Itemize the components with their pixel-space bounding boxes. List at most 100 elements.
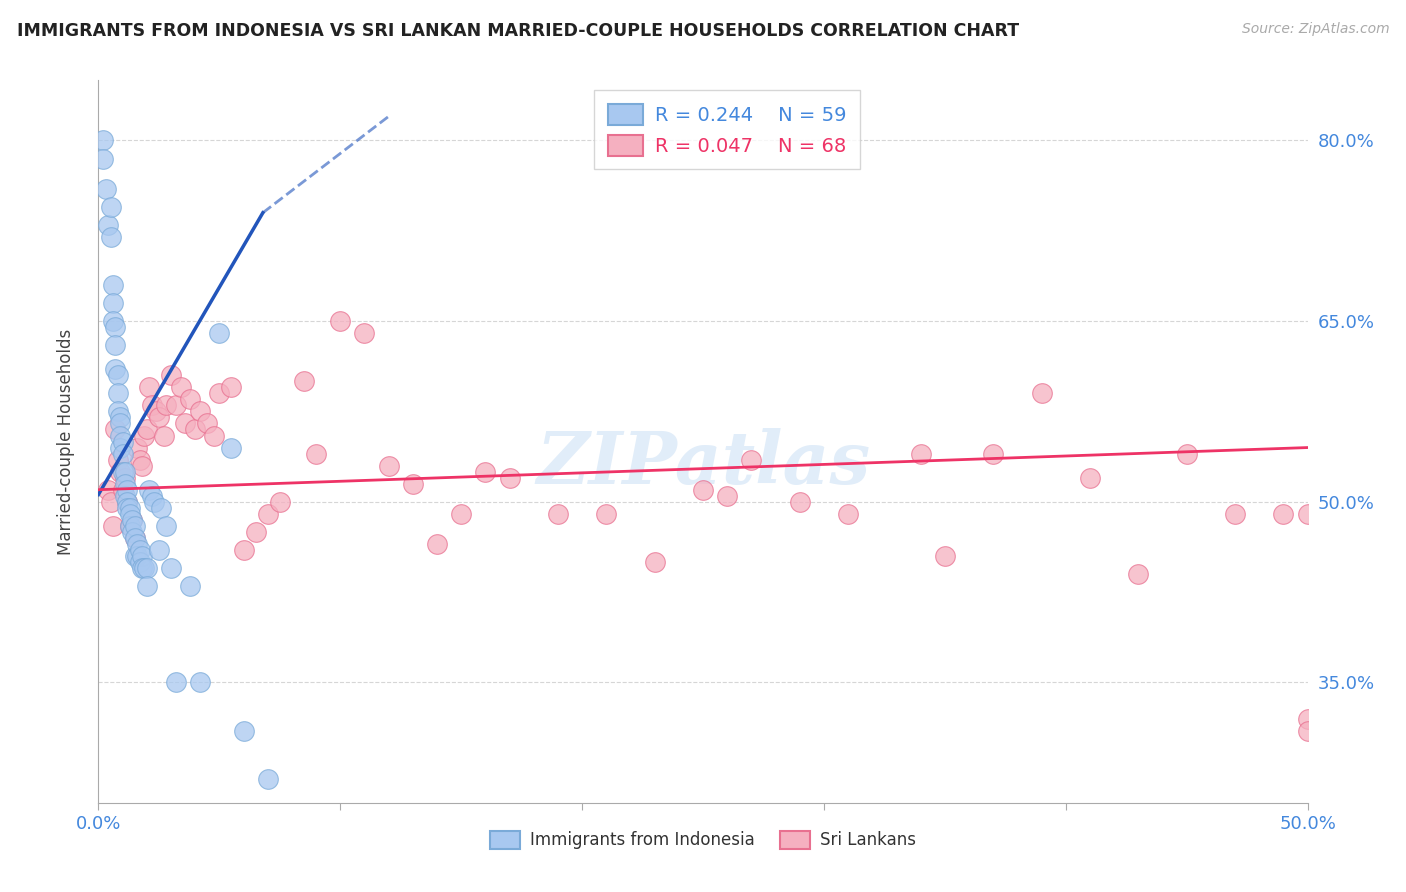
Text: IMMIGRANTS FROM INDONESIA VS SRI LANKAN MARRIED-COUPLE HOUSEHOLDS CORRELATION CH: IMMIGRANTS FROM INDONESIA VS SRI LANKAN …	[17, 22, 1019, 40]
Point	[221, 380, 243, 394]
Point	[108, 465, 131, 479]
Point	[111, 434, 134, 449]
Point	[160, 561, 183, 575]
Legend: Immigrants from Indonesia, Sri Lankans: Immigrants from Indonesia, Sri Lankans	[484, 824, 922, 856]
Point	[91, 152, 114, 166]
Point	[450, 507, 472, 521]
Point	[97, 218, 120, 232]
Point	[121, 513, 143, 527]
Point	[547, 507, 569, 521]
Point	[94, 181, 117, 195]
Point	[498, 470, 520, 484]
Point	[114, 476, 136, 491]
Point	[135, 422, 157, 436]
Point	[107, 386, 129, 401]
Point	[117, 483, 139, 497]
Point	[934, 549, 956, 563]
Point	[114, 470, 136, 484]
Point	[184, 422, 207, 436]
Point	[104, 422, 127, 436]
Point	[155, 398, 177, 412]
Point	[256, 772, 278, 786]
Point	[91, 133, 114, 147]
Point	[1128, 567, 1150, 582]
Point	[131, 458, 153, 473]
Point	[169, 380, 191, 394]
Point	[292, 375, 315, 389]
Point	[148, 542, 170, 557]
Point	[111, 483, 134, 497]
Point	[208, 326, 231, 340]
Point	[124, 531, 146, 545]
Point	[269, 494, 291, 508]
Point	[135, 561, 157, 575]
Point	[426, 537, 449, 551]
Point	[135, 579, 157, 593]
Point	[150, 500, 173, 515]
Point	[127, 441, 149, 455]
Point	[114, 489, 136, 503]
Point	[118, 500, 141, 515]
Point	[595, 507, 617, 521]
Point	[117, 500, 139, 515]
Point	[148, 410, 170, 425]
Point	[107, 368, 129, 383]
Point	[104, 338, 127, 352]
Point	[134, 561, 156, 575]
Point	[124, 531, 146, 545]
Point	[174, 417, 197, 431]
Point	[910, 446, 932, 460]
Point	[138, 380, 160, 394]
Point	[179, 392, 201, 407]
Text: Source: ZipAtlas.com: Source: ZipAtlas.com	[1241, 22, 1389, 37]
Point	[232, 723, 254, 738]
Point	[111, 446, 134, 460]
Point	[204, 428, 226, 442]
Point	[221, 441, 243, 455]
Point	[152, 428, 174, 442]
Point	[981, 446, 1004, 460]
Point	[740, 452, 762, 467]
Point	[232, 542, 254, 557]
Point	[128, 542, 150, 557]
Point	[118, 519, 141, 533]
Point	[101, 519, 124, 533]
Point	[837, 507, 859, 521]
Point	[121, 524, 143, 539]
Point	[1272, 507, 1295, 521]
Point	[114, 465, 136, 479]
Point	[329, 314, 352, 328]
Point	[141, 398, 163, 412]
Point	[111, 465, 134, 479]
Point	[108, 441, 131, 455]
Point	[256, 507, 278, 521]
Point	[124, 519, 146, 533]
Point	[305, 446, 328, 460]
Point	[1296, 723, 1319, 738]
Point	[1175, 446, 1198, 460]
Point	[692, 483, 714, 497]
Point	[127, 549, 149, 563]
Point	[474, 465, 496, 479]
Point	[145, 404, 167, 418]
Point	[131, 549, 153, 563]
Point	[101, 296, 124, 310]
Point	[107, 452, 129, 467]
Point	[107, 404, 129, 418]
Point	[165, 398, 187, 412]
Point	[118, 507, 141, 521]
Point	[716, 489, 738, 503]
Point	[1031, 386, 1053, 401]
Point	[1296, 712, 1319, 726]
Point	[789, 494, 811, 508]
Point	[108, 428, 131, 442]
Point	[117, 494, 139, 508]
Point	[195, 417, 218, 431]
Point	[188, 675, 211, 690]
Point	[644, 555, 666, 569]
Point	[165, 675, 187, 690]
Point	[155, 519, 177, 533]
Point	[104, 320, 127, 334]
Point	[127, 537, 149, 551]
Point	[188, 404, 211, 418]
